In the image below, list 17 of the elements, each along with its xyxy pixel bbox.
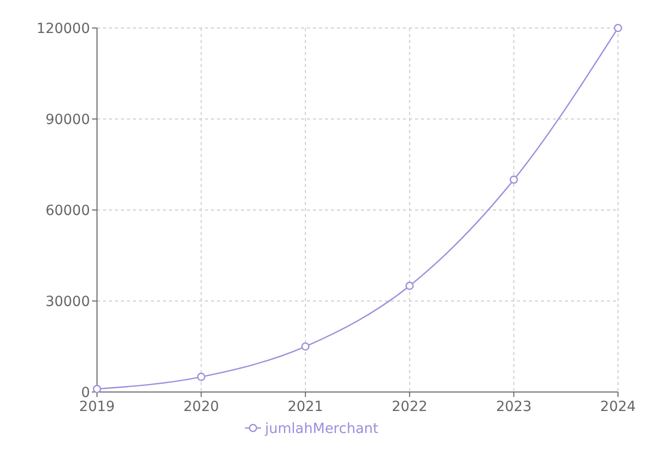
x-tick-label: 2019 <box>79 399 115 415</box>
x-tick-label: 2021 <box>288 399 324 415</box>
x-tick-label: 2023 <box>496 399 532 415</box>
point <box>301 342 310 351</box>
y-tick-label: 120000 <box>36 20 90 37</box>
y-tick-label: 0 <box>81 384 90 401</box>
y-tick-label: 90000 <box>45 112 90 128</box>
legend-label: jumlahMerchant <box>264 421 379 437</box>
y-tick-label: 30000 <box>45 294 90 310</box>
x-tick-label: 2022 <box>392 399 428 415</box>
x-tick-label: 2020 <box>183 399 220 415</box>
y-tick-label: 60000 <box>45 202 90 219</box>
point <box>510 176 518 184</box>
point <box>197 372 206 381</box>
point <box>405 282 414 290</box>
x-tick-label: 2024 <box>600 399 636 415</box>
point <box>614 24 622 32</box>
